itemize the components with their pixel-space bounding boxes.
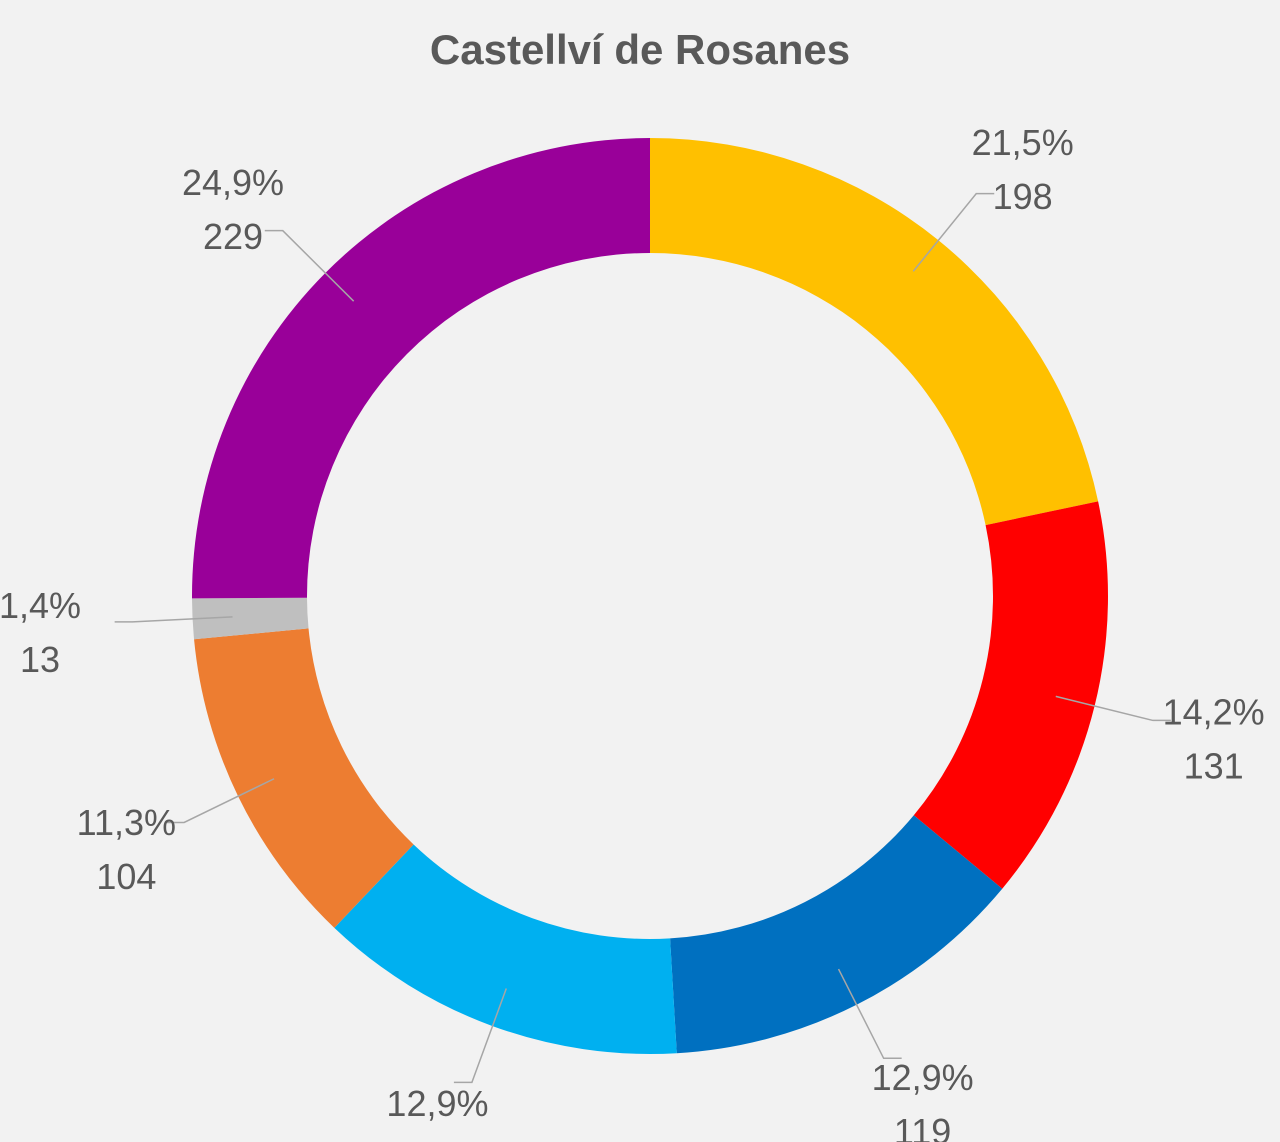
data-label-percent-6: 1,4% [0, 585, 81, 626]
data-labels-layer: 21,5% 198 14,2% 131 12,9% 119 12,9% 119 11,3% 104… [0, 122, 1265, 1142]
data-label-value-2: 131 [1184, 746, 1244, 787]
donut-slice-5 [194, 628, 414, 928]
data-label-value-1: 198 [993, 176, 1053, 217]
data-label-value-3: 119 [894, 1111, 951, 1142]
chart-title: Castellví de Rosanes [429, 26, 851, 73]
donut-slice-2 [913, 501, 1108, 889]
data-label-percent-3: 12,9% [872, 1057, 974, 1098]
data-label-value-5: 104 [96, 856, 156, 897]
data-label-value-6: 13 [20, 639, 60, 680]
leader-line-1 [912, 192, 995, 272]
slices-layer [192, 138, 1108, 1054]
data-label-value-7: 229 [203, 216, 263, 257]
leader-line-4 [453, 988, 507, 1084]
donut-slice-7 [192, 138, 651, 599]
data-label-value-4: 119 [409, 1137, 466, 1142]
leader-lines-layer [114, 192, 1171, 1084]
donut-slice-6 [192, 597, 309, 640]
leader-line-7 [264, 229, 355, 302]
data-label-percent-2: 14,2% [1163, 692, 1265, 733]
leader-line-3 [837, 968, 902, 1060]
data-label-percent-5: 11,3% [77, 802, 176, 843]
donut-slice-1 [650, 138, 1099, 526]
data-label-percent-1: 21,5% [972, 122, 1074, 163]
leader-line-2 [1055, 695, 1171, 722]
donut-slice-3 [670, 815, 1003, 1054]
data-label-percent-4: 12,9% [386, 1083, 488, 1124]
leader-line-5 [166, 778, 275, 824]
donut-slice-4 [334, 844, 677, 1054]
leader-line-6 [114, 616, 233, 623]
data-label-percent-7: 24,9% [182, 162, 284, 203]
